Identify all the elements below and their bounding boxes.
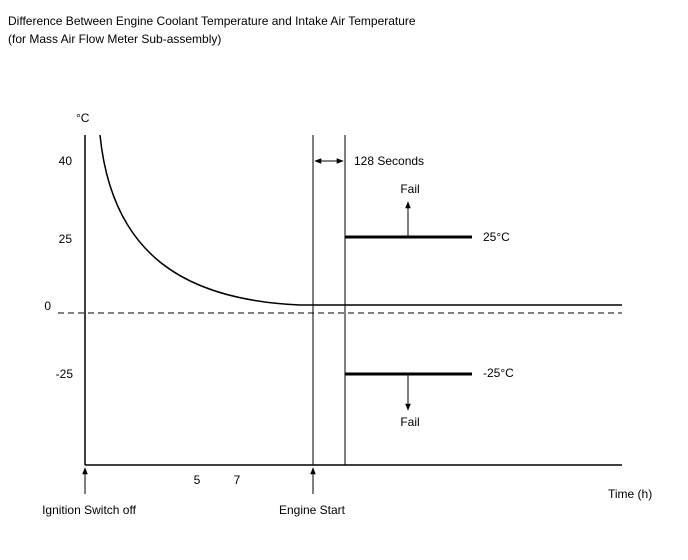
title: Difference Between Engine Coolant Temper…	[8, 14, 416, 28]
x-tick-label: 5	[194, 473, 201, 487]
y-tick-label: -25	[56, 367, 74, 381]
fail-label: Fail	[400, 415, 419, 429]
lower-threshold-label: -25°C	[483, 366, 514, 380]
engine-start-label: Engine Start	[279, 503, 346, 517]
fail-label: Fail	[400, 182, 419, 196]
ignition-label: Ignition Switch off	[42, 503, 136, 517]
y-tick-label: 25	[59, 232, 73, 246]
y-unit: °C	[76, 111, 90, 125]
interval-label: 128 Seconds	[354, 154, 424, 168]
upper-threshold-label: 25°C	[483, 230, 510, 244]
x-axis-label: Time (h)	[608, 487, 652, 501]
subtitle: (for Mass Air Flow Meter Sub-assembly)	[8, 32, 221, 46]
y-tick-label: 40	[59, 154, 73, 168]
y-tick-label: 0	[44, 299, 51, 313]
temperature-curve	[99, 134, 622, 306]
x-tick-label: 7	[234, 473, 241, 487]
